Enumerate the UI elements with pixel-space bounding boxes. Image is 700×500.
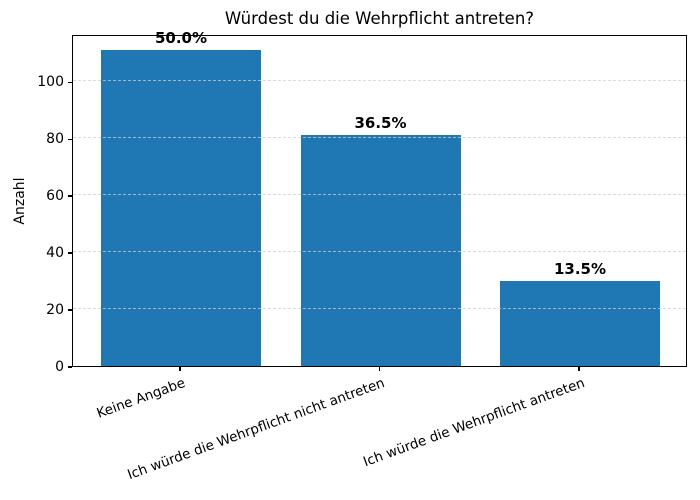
y-tick-mark (68, 252, 72, 254)
gridline (73, 251, 686, 253)
y-tick-label: 60 (46, 188, 64, 205)
y-tick-label: 40 (46, 245, 64, 262)
bar-2 (500, 280, 660, 366)
x-tick-mark (378, 367, 381, 371)
plot-area: 50.0% 36.5% 13.5% (72, 29, 687, 367)
gridline (73, 194, 686, 196)
y-tick-label: 20 (46, 302, 64, 319)
bar-1 (300, 135, 461, 366)
bar-value-label: 50.0% (154, 28, 208, 47)
y-tick-mark (68, 138, 72, 140)
y-tick-mark (68, 81, 72, 83)
x-tick-mark (179, 367, 181, 371)
bar-value-label: 13.5% (553, 259, 607, 278)
gridline (73, 80, 686, 82)
y-tick-label: 100 (37, 74, 64, 91)
y-tick-label: 80 (46, 131, 64, 148)
bar-0 (101, 49, 261, 366)
y-tick-mark (68, 309, 72, 311)
x-tick-label: Ich würde die Wehrpflicht antreten (360, 375, 587, 471)
gridline (73, 308, 686, 310)
x-tick-mark (578, 367, 580, 371)
gridline (73, 137, 686, 139)
y-tick-mark (68, 366, 72, 368)
bar-value-label: 36.5% (354, 114, 407, 133)
x-tick-label: Keine Angabe (94, 375, 188, 422)
chart-title: Würdest du die Wehrpflicht antreten? (224, 9, 535, 28)
y-tick-mark (68, 195, 72, 197)
y-tick-label: 0 (55, 359, 64, 375)
